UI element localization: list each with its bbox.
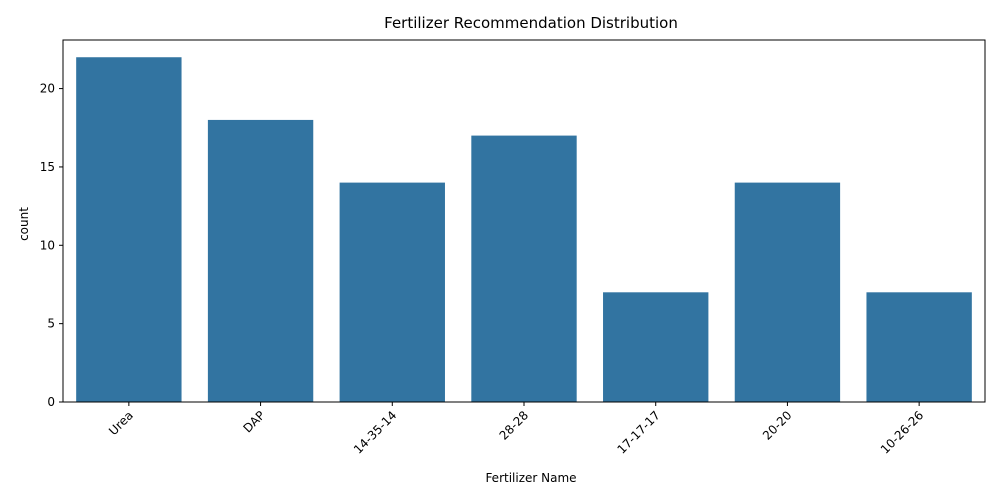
y-tick-label: 10: [40, 238, 55, 252]
x-tick-label: 17-17-17: [614, 408, 662, 456]
chart-title: Fertilizer Recommendation Distribution: [384, 14, 678, 32]
y-axis-label: count: [17, 207, 31, 241]
x-tick-label: 14-35-14: [351, 408, 399, 456]
x-tick-label: Urea: [106, 408, 136, 438]
x-tick-label: 28-28: [497, 408, 532, 443]
y-tick-label: 15: [40, 160, 55, 174]
y-ticks-group: 0 5 10 15 20: [40, 82, 63, 409]
bar-20-20: [734, 182, 841, 402]
y-tick-label: 5: [47, 317, 55, 331]
bar-10-26-26: [866, 292, 972, 402]
x-axis-label: Fertilizer Name: [485, 471, 576, 485]
y-tick-label: 20: [40, 82, 55, 96]
y-tick-label: 0: [47, 395, 55, 409]
bar-14-35-14: [339, 182, 445, 402]
bar-dap: [207, 119, 314, 402]
bar-17-17-17: [603, 292, 709, 402]
axes-frame: [62, 39, 986, 403]
x-tick-label: 10-26-26: [878, 408, 926, 456]
x-tick-label: DAP: [240, 408, 267, 435]
plot-frame: [62, 39, 986, 403]
bar-28-28: [471, 135, 577, 402]
x-tick-label: 20-20: [760, 408, 795, 443]
bar-urea: [76, 57, 182, 402]
x-ticks-group: Urea DAP 14-35-14 28-28 17-17-17 20-20 10-26-2…: [106, 402, 926, 457]
bars-group: [76, 57, 972, 402]
